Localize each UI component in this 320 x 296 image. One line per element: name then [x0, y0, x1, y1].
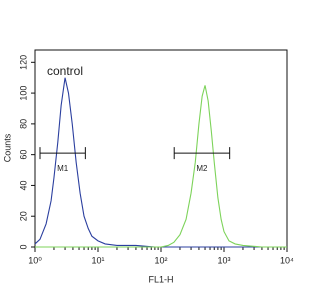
chart: Counts FL1-H control 0 20 40 60 80 100 120 10⁰ 1…	[2, 49, 294, 284]
y-tick-label: 0	[18, 244, 28, 249]
y-tick-label: 100	[18, 86, 28, 101]
x-tick-label: 10⁴	[280, 255, 294, 265]
y-tick-label: 120	[18, 55, 28, 70]
plot-frame	[34, 49, 288, 248]
y-tick-label: 20	[18, 211, 28, 221]
x-tick-label: 10¹	[91, 255, 104, 265]
gate-label: M1	[57, 164, 69, 173]
x-tick-label: 10³	[217, 255, 230, 265]
series-line	[34, 77, 287, 248]
gate-label: M2	[196, 164, 208, 173]
y-axis-label: Counts	[2, 133, 12, 162]
annotation: control	[47, 64, 83, 78]
x-tick-label: 10²	[154, 255, 167, 265]
x-tick-label: 10⁰	[28, 255, 42, 265]
y-tick-label: 40	[18, 180, 28, 190]
series-line	[35, 85, 287, 248]
y-tick-label: 80	[18, 119, 28, 129]
x-axis-label: FL1-H	[148, 274, 173, 284]
y-tick-label: 60	[18, 150, 28, 160]
